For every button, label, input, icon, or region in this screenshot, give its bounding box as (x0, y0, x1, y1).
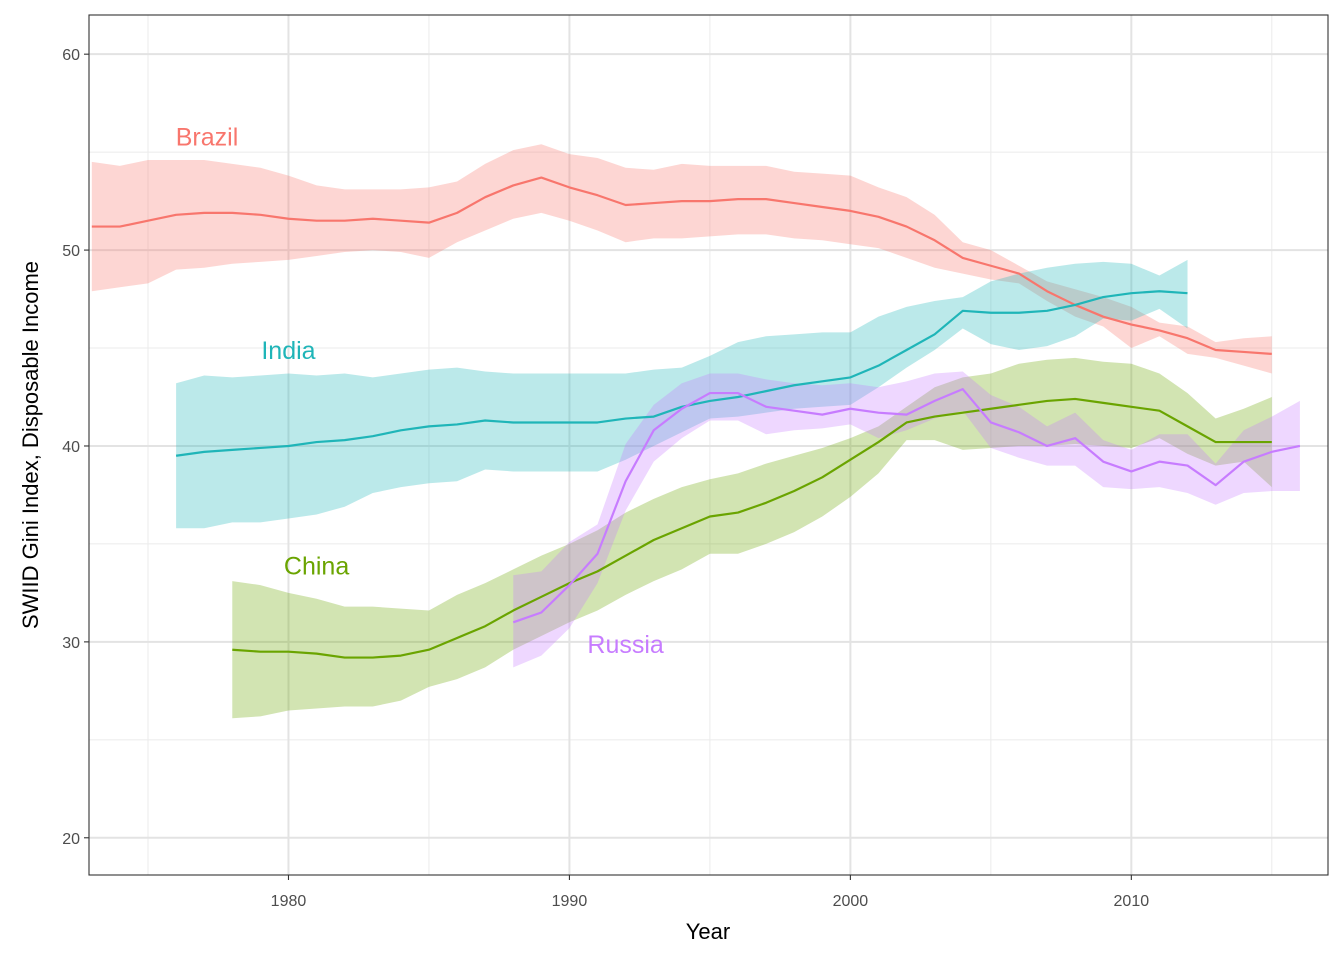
china-label: China (284, 552, 349, 580)
y-tick-label: 60 (62, 47, 80, 64)
x-axis: 1980 1990 2000 2010 (271, 875, 1150, 910)
x-tick-label: 1990 (552, 893, 588, 910)
x-tick-label: 2000 (833, 893, 869, 910)
series-labels: Brazil India China Russia (176, 123, 664, 658)
confidence-ribbons (91, 144, 1300, 719)
x-axis-title: Year (686, 919, 730, 944)
russia-label: Russia (587, 631, 664, 659)
series-lines (91, 176, 1301, 659)
y-tick-label: 20 (62, 831, 80, 848)
y-axis-title: SWIID Gini Index, Disposable Income (18, 261, 43, 629)
y-tick-label: 30 (62, 635, 80, 652)
x-tick-label: 2010 (1114, 893, 1150, 910)
plot-border (88, 14, 1329, 876)
russia-ribbon (513, 371, 1300, 668)
y-tick-label: 50 (62, 243, 80, 260)
india-label: India (261, 337, 315, 365)
china-ribbon (232, 357, 1272, 719)
brazil-label: Brazil (176, 123, 239, 151)
x-tick-label: 1980 (271, 893, 307, 910)
brazil-ribbon (91, 144, 1272, 374)
china-line (232, 397, 1272, 659)
y-axis: 20 30 40 50 60 (62, 47, 89, 848)
india-ribbon (176, 259, 1188, 529)
y-tick-label: 40 (62, 439, 80, 456)
